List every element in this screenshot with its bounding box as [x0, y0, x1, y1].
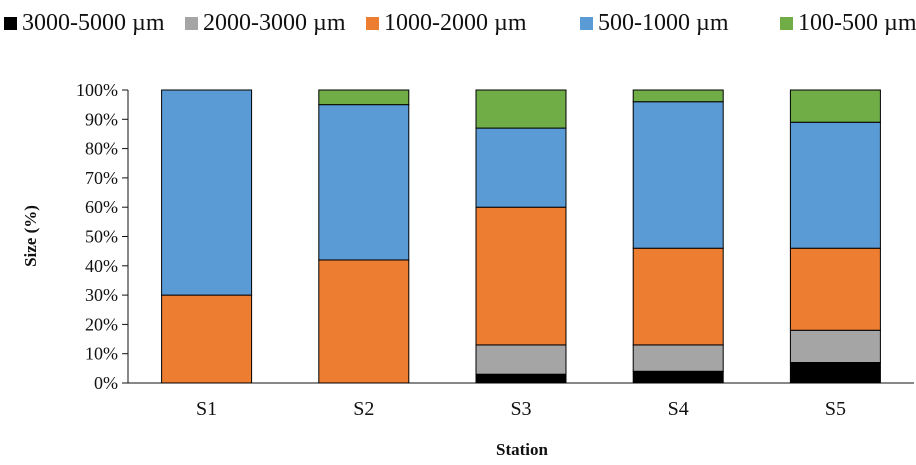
y-tick-label: 50%: [85, 227, 118, 247]
bar-segment: [789, 361, 881, 384]
y-tick-label: 70%: [85, 168, 118, 188]
x-tick-label: S2: [353, 398, 374, 420]
bar-segment: [632, 344, 724, 372]
y-tick-label: 30%: [85, 285, 118, 305]
bar-segment: [318, 104, 410, 261]
x-tick-label: S1: [196, 398, 217, 420]
bar-segment: [161, 294, 253, 384]
x-tick-label: S5: [825, 398, 846, 420]
y-tick-label: 20%: [85, 314, 118, 334]
legend-swatch: [780, 16, 793, 30]
legend-item: 3000-5000 µm: [4, 8, 165, 38]
bar-segment: [632, 247, 724, 346]
legend-item: 2000-3000 µm: [185, 8, 346, 38]
y-tick-label: 60%: [85, 197, 118, 217]
legend-swatch: [185, 16, 198, 30]
y-tick-label: 80%: [85, 139, 118, 159]
x-tick-label: S4: [668, 398, 689, 420]
legend-label: 500-1000 µm: [598, 9, 729, 36]
legend-swatch: [580, 16, 593, 30]
y-tick-label: 100%: [76, 80, 118, 100]
bar-segment: [789, 121, 881, 249]
x-tick-label: S3: [510, 398, 531, 420]
legend: 3000-5000 µm 2000-3000 µm 1000-2000 µm 500-…: [0, 8, 916, 38]
bar-segment: [789, 329, 881, 363]
legend-item: 1000-2000 µm: [366, 8, 527, 38]
y-tick-label: 0%: [94, 373, 118, 393]
y-tick-label: 90%: [85, 109, 118, 129]
bar-segment: [632, 370, 724, 384]
bar-segment: [161, 89, 253, 296]
bar-segment: [632, 101, 724, 249]
y-tick-label: 40%: [85, 256, 118, 276]
y-tick-label: 10%: [85, 344, 118, 364]
bar-segment: [475, 206, 567, 346]
y-axis-label: Size (%): [21, 205, 40, 267]
bar-segment: [789, 247, 881, 331]
bar-segment: [475, 127, 567, 208]
bar-segment: [789, 89, 881, 123]
bar-segment: [475, 89, 567, 129]
legend-label: 2000-3000 µm: [203, 9, 346, 36]
legend-item: 500-1000 µm: [580, 8, 729, 38]
bar-segment: [318, 89, 410, 106]
legend-swatch: [4, 16, 17, 30]
legend-label: 1000-2000 µm: [384, 9, 527, 36]
legend-label: 100-500 µm: [798, 9, 916, 36]
legend-label: 3000-5000 µm: [22, 9, 165, 36]
bar-segment: [318, 259, 410, 384]
legend-swatch: [366, 16, 379, 30]
bar-segment: [632, 89, 724, 103]
x-axis-label: Station: [496, 440, 549, 459]
bar-segment: [475, 344, 567, 375]
legend-item: 100-500 µm: [780, 8, 916, 38]
bar-segment: [475, 373, 567, 384]
